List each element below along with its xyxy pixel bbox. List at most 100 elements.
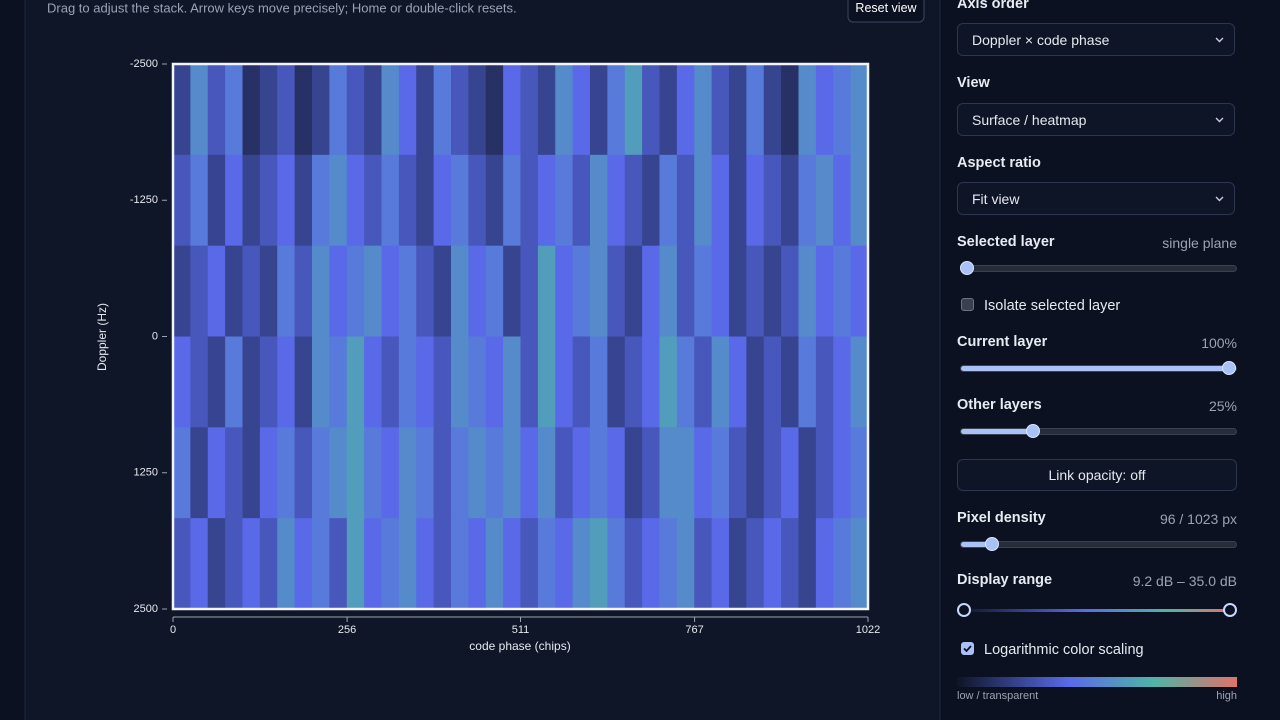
heatmap-cell	[173, 154, 191, 247]
slider-thumb[interactable]	[1026, 424, 1041, 438]
heatmap-cell	[346, 64, 365, 156]
heatmap-cell	[277, 336, 296, 428]
slider-thumb[interactable]	[985, 537, 1000, 551]
slider[interactable]	[960, 361, 1237, 375]
heatmap-cell	[520, 427, 539, 519]
heatmap-cell	[537, 64, 556, 156]
heatmap-cell	[676, 518, 695, 610]
heatmap-cell	[763, 336, 782, 428]
reset-button-label[interactable]: Reset view	[855, 1, 917, 15]
heatmap-cell	[781, 245, 799, 337]
heatmap-cell	[242, 518, 261, 610]
checkbox-label[interactable]: Isolate selected layer	[984, 298, 1121, 314]
heatmap-cell	[225, 154, 243, 247]
colorbar-low: low / transparent	[957, 690, 1039, 702]
plot-frame	[171, 62, 870, 611]
chevron	[1215, 196, 1224, 202]
heatmap-cell	[503, 427, 521, 519]
heatmap-cell	[207, 427, 226, 519]
heatmap-cell	[833, 245, 852, 337]
slider-thumb[interactable]	[960, 261, 974, 275]
heatmap-cell	[242, 154, 261, 247]
slider[interactable]	[960, 424, 1237, 438]
heatmap-cell	[590, 336, 608, 428]
heatmap-cell	[416, 154, 435, 247]
heatmap-cell	[503, 154, 521, 247]
heatmap-cell	[676, 154, 695, 247]
select[interactable]: Surface / heatmap	[957, 103, 1235, 136]
heatmap-cell	[763, 518, 782, 610]
heatmap-cell	[329, 245, 348, 337]
label: View	[957, 75, 990, 91]
reset-button[interactable]	[847, 0, 925, 23]
heatmap-cell	[381, 245, 400, 337]
heatmap-cell	[294, 245, 313, 337]
range-thumb[interactable]	[1223, 603, 1237, 617]
heatmap-cell	[537, 427, 556, 519]
heatmap-cell	[572, 518, 591, 610]
heatmap-cell	[364, 427, 382, 519]
heatmap-cell	[676, 427, 695, 519]
heatmap-cell	[381, 336, 400, 428]
heatmap-cell	[659, 154, 678, 247]
heatmap-cell	[416, 245, 435, 337]
heatmap-cell	[520, 336, 539, 428]
slider[interactable]	[960, 261, 1237, 275]
heatmap-cell	[642, 245, 660, 337]
heatmap-cell	[259, 518, 278, 610]
heatmap-cell	[746, 427, 765, 519]
heatmap-cell	[503, 245, 521, 337]
y-tick-label: 1250	[134, 467, 158, 479]
y-tick-label: 2500	[134, 603, 158, 615]
heatmap-cell	[259, 154, 278, 247]
heatmap-cell	[346, 154, 365, 247]
heatmap-cell	[294, 336, 313, 428]
slider-thumb[interactable]	[1222, 361, 1236, 375]
checkbox[interactable]	[961, 298, 974, 311]
heatmap-cell	[451, 154, 469, 247]
heatmap-cell	[242, 336, 261, 428]
heatmap-cell	[398, 336, 417, 428]
heatmap-cell	[781, 518, 799, 610]
heatmap-cell	[833, 518, 852, 610]
heatmap-cell	[798, 427, 817, 519]
select-value: Surface / heatmap	[972, 112, 1087, 128]
heatmap-cell	[694, 336, 713, 428]
x-tick-label: 256	[338, 624, 356, 636]
heatmap-cell	[312, 245, 330, 337]
value-label: single plane	[1162, 235, 1237, 251]
heatmap-cell	[781, 64, 799, 156]
heatmap-cell	[833, 154, 852, 247]
heatmap-cell	[468, 427, 487, 519]
select-value: Fit view	[972, 191, 1020, 207]
range-slider[interactable]	[957, 603, 1237, 617]
heatmap-cell	[537, 336, 556, 428]
heatmap-cell	[173, 427, 191, 519]
heatmap-cell	[190, 427, 209, 519]
checkbox[interactable]	[961, 642, 974, 655]
slider[interactable]	[960, 537, 1237, 551]
heatmap-cell	[711, 154, 730, 247]
heatmap-cell	[242, 64, 261, 156]
label: Selected layer	[957, 234, 1055, 250]
select[interactable]: Fit view	[957, 182, 1235, 215]
link-button[interactable]: Link opacity: off	[957, 459, 1237, 491]
y-tick-label: 0	[152, 330, 158, 342]
hint: Drag to adjust the stack. Arrow keys mov…	[47, 0, 517, 15]
checkbox-label[interactable]: Logarithmic color scaling	[984, 642, 1144, 658]
heatmap-cell	[711, 336, 730, 428]
heatmap-cell	[381, 64, 400, 156]
x-tick-label: 767	[685, 624, 703, 636]
heatmap-cell	[659, 245, 678, 337]
heatmap-cell	[468, 336, 487, 428]
heatmap-cell	[729, 245, 747, 337]
heatmap-cell	[312, 427, 330, 519]
heatmap-cell	[746, 336, 765, 428]
heatmap-cell	[277, 245, 296, 337]
select[interactable]: Doppler × code phase	[957, 23, 1235, 56]
range-thumb[interactable]	[957, 603, 971, 617]
heatmap-cell	[329, 518, 348, 610]
heatmap-cell	[607, 245, 626, 337]
value-label: 25%	[1208, 398, 1237, 414]
